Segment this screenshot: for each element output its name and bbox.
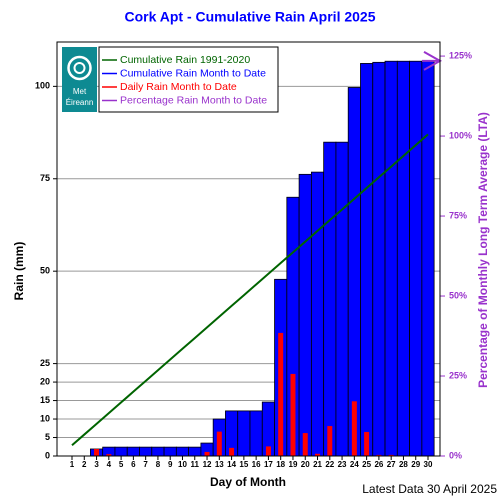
logo-text: Éireann (66, 98, 94, 107)
plot-frame (56, 41, 441, 457)
bar (310, 171, 325, 457)
thin-bar (388, 454, 394, 456)
logo-text: Met (73, 87, 87, 96)
legend-label: Percentage Rain Month to Date (120, 94, 267, 106)
bar (396, 60, 410, 457)
y-tick-label: 50 (40, 266, 50, 276)
bar (372, 61, 386, 457)
lta-line (71, 133, 429, 447)
bar (151, 446, 165, 457)
bar (249, 410, 263, 457)
x-tick-label: 2 (82, 460, 87, 469)
thin-bar (376, 454, 382, 456)
thin-bar (351, 401, 357, 456)
y2-tick-label: 125% (449, 50, 472, 60)
y2-tick-label: 75% (449, 210, 467, 220)
x-tick-label: 3 (94, 460, 99, 469)
x-tick-label: 19 (289, 460, 298, 469)
x-axis-label: Day of Month (210, 475, 286, 489)
thin-bar (364, 431, 370, 456)
y-axis-label: Rain (mm) (12, 242, 26, 301)
x-tick-label: 30 (424, 460, 433, 469)
y-tick-label: 15 (40, 395, 50, 405)
x-tick-label: 24 (350, 460, 359, 469)
y2-tick-label: 0% (449, 450, 462, 460)
footer: Latest Data 30 April 2025 (362, 482, 497, 496)
bar (126, 446, 140, 457)
x-tick-label: 20 (301, 460, 310, 469)
x-tick-label: 16 (252, 460, 261, 469)
y-tick-label: 10 (40, 413, 50, 423)
x-tick-label: 1 (70, 460, 75, 469)
bar (139, 446, 153, 457)
thin-bar (94, 448, 100, 456)
thin-bar (278, 332, 284, 456)
y2-axis-label: Percentage of Monthly Long Term Average … (476, 112, 490, 388)
x-tick-label: 11 (191, 460, 200, 469)
legend-label: Cumulative Rain Month to Date (120, 67, 266, 79)
x-tick-label: 10 (178, 460, 187, 469)
x-tick-label: 29 (411, 460, 420, 469)
y-tick-label: 75 (40, 173, 50, 183)
x-tick-label: 23 (338, 460, 347, 469)
x-tick-label: 27 (387, 460, 396, 469)
logo-swirl (73, 62, 86, 74)
legend-label: Daily Rain Month to Date (120, 81, 237, 93)
x-tick-label: 6 (131, 460, 136, 469)
thin-bar (315, 453, 321, 456)
bar (298, 173, 312, 457)
y-tick-label: 0 (45, 450, 50, 460)
bar (163, 446, 177, 457)
y2-tick-label: 50% (449, 290, 467, 300)
legend-label: Cumulative Rain 1991-2020 (120, 54, 250, 66)
x-tick-label: 12 (203, 460, 212, 469)
thin-bar (265, 446, 271, 456)
x-tick-label: 4 (107, 460, 112, 469)
legend-box (98, 46, 279, 113)
thin-bar (229, 447, 235, 456)
thin-bar (290, 373, 296, 456)
x-tick-label: 25 (362, 460, 371, 469)
x-tick-label: 15 (239, 460, 248, 469)
bar (175, 446, 190, 457)
y-tick-label: 5 (45, 432, 50, 442)
x-tick-label: 17 (264, 460, 273, 469)
y-tick-label: 20 (40, 376, 50, 386)
bar (114, 446, 128, 457)
x-tick-label: 26 (374, 460, 383, 469)
bar (323, 141, 337, 457)
y-tick-label: 25 (40, 358, 50, 368)
bar (384, 60, 398, 457)
x-tick-label: 22 (325, 460, 334, 469)
y2-tick-label: 25% (449, 370, 467, 380)
bar (360, 63, 374, 457)
x-tick-label: 5 (119, 460, 124, 469)
bar (188, 446, 202, 457)
thin-bar (106, 454, 112, 456)
x-tick-label: 21 (313, 460, 322, 469)
bar (335, 141, 349, 457)
x-tick-label: 8 (156, 460, 161, 469)
bar (347, 87, 361, 457)
thin-bar (327, 426, 333, 456)
x-tick-label: 28 (399, 460, 408, 469)
x-tick-label: 14 (227, 460, 236, 469)
logo-swirl (67, 55, 92, 81)
chart-title: Cork Apt - Cumulative Rain April 2025 (124, 9, 375, 25)
bar (421, 60, 435, 457)
thin-bar (302, 433, 308, 456)
x-tick-label: 18 (276, 460, 285, 469)
x-tick-label: 9 (168, 460, 173, 469)
y-tick-label: 100 (35, 81, 50, 91)
x-tick-label: 7 (143, 460, 148, 469)
bar (237, 410, 251, 457)
thin-bar (216, 431, 222, 456)
x-tick-label: 13 (215, 460, 224, 469)
bar (409, 60, 423, 457)
y2-tick-label: 100% (449, 130, 472, 140)
thin-bar (204, 451, 210, 456)
